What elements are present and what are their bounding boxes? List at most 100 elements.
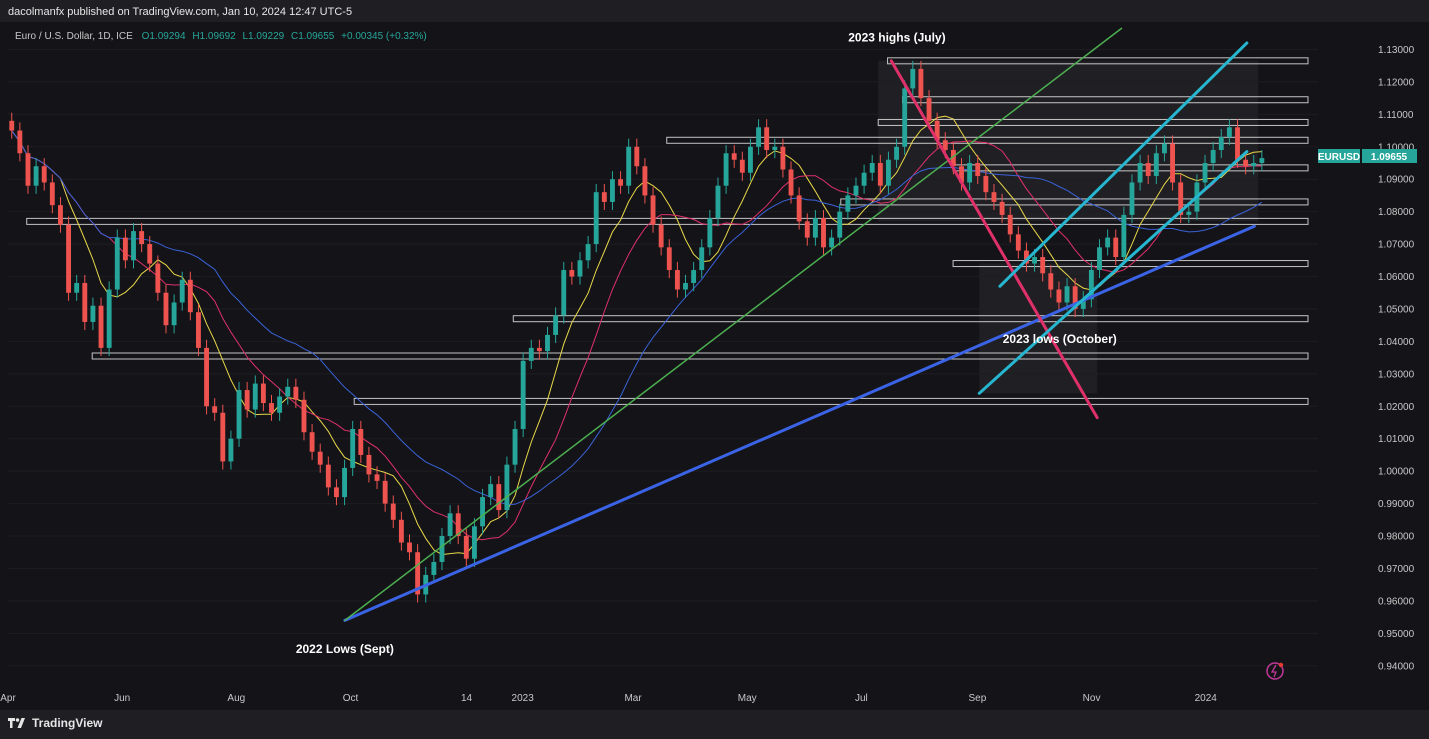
candle-body xyxy=(212,406,218,413)
moving-average-line xyxy=(11,130,1262,541)
candle-body xyxy=(9,120,15,131)
candle-body xyxy=(66,224,72,293)
candle-body xyxy=(277,396,283,413)
candle-body xyxy=(374,474,380,481)
candle-body xyxy=(1072,286,1078,309)
candle-body xyxy=(220,412,226,462)
candle-body xyxy=(577,260,583,277)
candle-body xyxy=(585,244,591,261)
candle-body xyxy=(642,166,648,196)
candle-body xyxy=(959,166,964,183)
candle-body xyxy=(707,218,713,248)
candle-body xyxy=(967,162,973,183)
y-tick-label: 0.99000 xyxy=(1378,499,1415,510)
candle-body xyxy=(764,127,770,151)
y-tick-label: 1.05000 xyxy=(1378,304,1415,315)
x-tick-label: Mar xyxy=(624,693,642,704)
price-chart[interactable]: 0.94000 0.95000 0.96000 0.97000 0.98000 0.990… xyxy=(0,22,1429,710)
candle-body xyxy=(691,270,697,284)
candle-body xyxy=(285,386,291,397)
candle-body xyxy=(894,146,899,160)
candle-body xyxy=(796,195,802,222)
shaded-zone xyxy=(878,60,1259,222)
y-tick-label: 1.11000 xyxy=(1378,110,1414,121)
tradingview-logo-icon xyxy=(8,718,25,728)
candle-body xyxy=(1210,150,1216,163)
candle-body xyxy=(1015,234,1021,251)
candle-body xyxy=(431,561,437,575)
lightning-icon[interactable] xyxy=(1266,662,1284,680)
candle-body xyxy=(1113,237,1119,258)
y-tick-label: 1.04000 xyxy=(1378,337,1415,348)
symbol-name: Euro / U.S. Dollar, 1D, ICE xyxy=(15,31,133,42)
candle-body xyxy=(1040,257,1046,274)
candle-body xyxy=(342,467,348,498)
ohlc-high: H1.09692 xyxy=(192,31,236,42)
candle-body xyxy=(1251,162,1257,167)
ohlc-change: +0.00345 (+0.32%) xyxy=(341,31,427,42)
candle-body xyxy=(163,292,169,326)
x-tick-label: 2023 xyxy=(512,693,535,704)
candle-body xyxy=(536,347,542,352)
candle-body xyxy=(301,399,307,433)
candle-body xyxy=(910,68,916,89)
candle-body xyxy=(545,334,550,352)
candle-body xyxy=(317,451,323,465)
candle-body xyxy=(49,182,55,206)
trendline xyxy=(344,27,1123,622)
candle-body xyxy=(82,283,88,322)
candle-body xyxy=(244,390,250,410)
candle-body xyxy=(439,536,445,562)
candle-body xyxy=(902,88,908,147)
resistance-level xyxy=(877,118,1309,126)
moving-average-line xyxy=(11,130,1263,506)
candle-body xyxy=(918,68,924,99)
candle-body xyxy=(1024,250,1029,264)
candle-body xyxy=(561,270,567,316)
chart-area[interactable]: 0.94000 0.95000 0.96000 0.97000 0.98000 0.990… xyxy=(0,22,1429,710)
candle-body xyxy=(480,497,486,527)
y-tick-label: 1.12000 xyxy=(1378,77,1415,88)
candle-body xyxy=(650,195,656,225)
candle-body xyxy=(837,211,843,238)
x-tick-label: Apr xyxy=(0,693,16,704)
candle-body xyxy=(512,428,518,465)
candle-body xyxy=(17,130,23,154)
candle-body xyxy=(853,185,859,196)
x-tick-label: May xyxy=(738,693,757,704)
candle-body xyxy=(520,360,526,429)
grid xyxy=(8,48,1318,667)
candle-body xyxy=(821,218,826,248)
x-tick-label: 2024 xyxy=(1195,693,1218,704)
candle-body xyxy=(488,484,494,498)
last-price-label: EURUSD 1.09655 xyxy=(1318,149,1417,163)
candle-body xyxy=(756,127,761,147)
candle-body xyxy=(187,279,193,313)
trendline xyxy=(889,59,1099,420)
candle-body xyxy=(748,146,753,173)
candle-body xyxy=(950,150,956,167)
trendlines xyxy=(343,27,1256,622)
candle-body xyxy=(861,172,867,186)
candle-body xyxy=(260,383,266,404)
candle-body xyxy=(1105,237,1111,248)
trendline xyxy=(998,41,1249,288)
candle-body xyxy=(869,162,875,173)
tradingview-footer[interactable]: TradingView xyxy=(8,715,102,731)
candle-body xyxy=(196,312,201,348)
ohlc-close: C1.09655 xyxy=(291,31,335,42)
y-tick-label: 1.07000 xyxy=(1378,240,1415,251)
candle-body xyxy=(1080,299,1086,309)
candle-body xyxy=(1032,257,1037,264)
candle-body xyxy=(204,347,210,407)
y-tick-label: 1.03000 xyxy=(1378,369,1415,380)
candle-body xyxy=(593,192,599,245)
chart-annotation: 2023 highs (July) xyxy=(848,30,945,44)
candle-body xyxy=(674,270,680,290)
candle-body xyxy=(715,185,721,219)
candle-body xyxy=(496,484,502,511)
y-tick-label: 1.09000 xyxy=(1378,175,1415,186)
candle-body xyxy=(626,146,632,186)
publisher-line: dacolmanfx published on TradingView.com,… xyxy=(8,6,353,18)
candle-body xyxy=(74,283,80,293)
